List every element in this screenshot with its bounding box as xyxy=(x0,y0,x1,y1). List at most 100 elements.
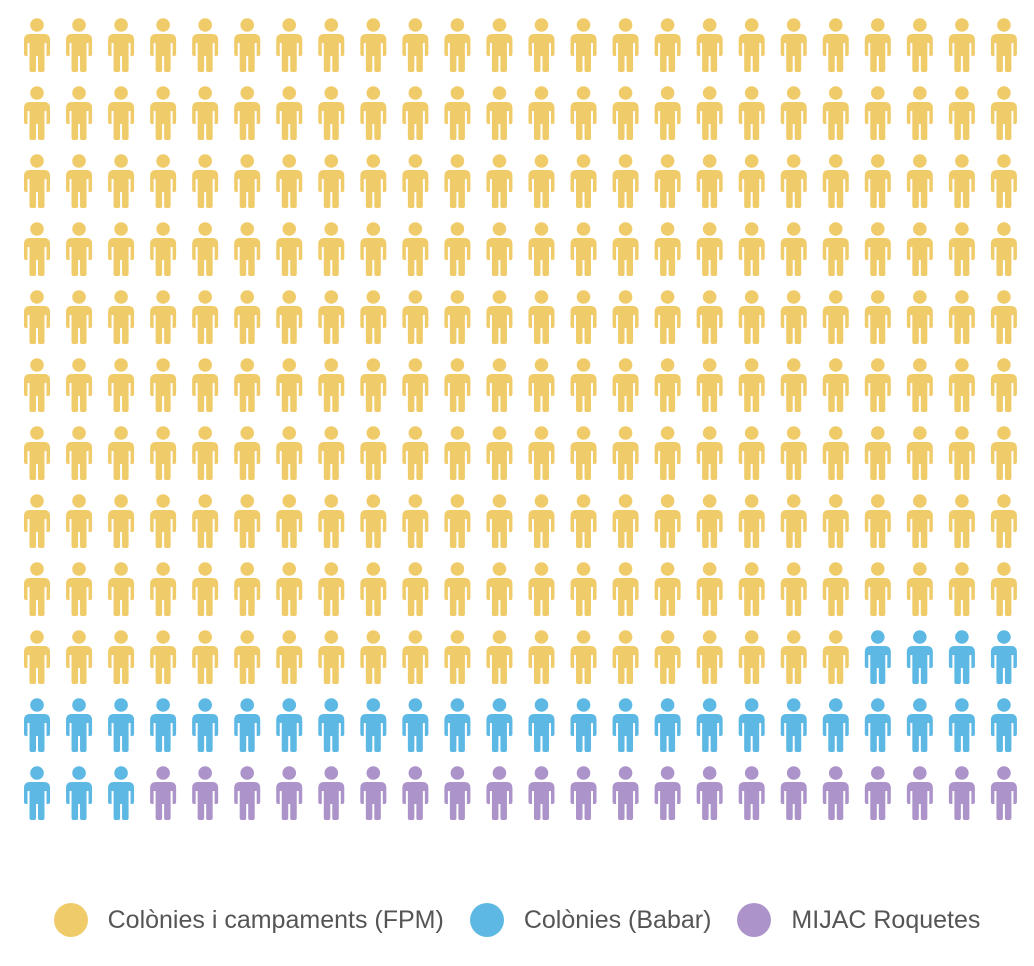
person-icon-babar xyxy=(864,698,891,752)
person-icon-fpm xyxy=(276,290,303,344)
person-icon-mijac xyxy=(276,766,303,820)
person-icon-fpm xyxy=(822,86,849,140)
person-icon-fpm xyxy=(486,222,513,276)
person-icon-fpm xyxy=(696,494,723,548)
person-icon-fpm xyxy=(318,494,345,548)
person-icon-fpm xyxy=(318,630,345,684)
person-icon-fpm xyxy=(654,630,681,684)
person-icon-fpm xyxy=(906,494,933,548)
person-icon-mijac xyxy=(612,766,639,820)
person-icon-fpm xyxy=(234,494,261,548)
person-icon-fpm xyxy=(444,222,471,276)
person-icon-fpm xyxy=(612,222,639,276)
person-icon-fpm xyxy=(654,494,681,548)
person-icon-fpm xyxy=(276,154,303,208)
person-icon-fpm xyxy=(402,494,429,548)
person-icon-fpm xyxy=(780,358,807,412)
person-icon-babar xyxy=(24,698,50,752)
person-icon-fpm xyxy=(822,222,849,276)
person-icon-fpm xyxy=(948,154,975,208)
legend-swatch xyxy=(737,903,772,937)
person-icon-fpm xyxy=(402,222,429,276)
person-icon-fpm xyxy=(24,358,50,412)
person-icon-fpm xyxy=(528,154,555,208)
legend-item-mijac[interactable]: MIJAC Roquetes xyxy=(737,903,980,937)
person-icon-babar xyxy=(402,698,429,752)
person-icon-fpm xyxy=(906,18,933,72)
legend-item-fpm[interactable]: Colònies i campaments (FPM) xyxy=(53,903,444,937)
person-icon-fpm xyxy=(738,290,765,344)
person-icon-fpm xyxy=(612,290,639,344)
person-icon-fpm xyxy=(738,630,765,684)
person-icon-fpm xyxy=(108,494,135,548)
person-icon-fpm xyxy=(150,222,177,276)
person-icon-fpm xyxy=(948,358,975,412)
person-icon-fpm xyxy=(318,562,345,616)
person-icon-fpm xyxy=(486,290,513,344)
person-icon-fpm xyxy=(444,86,471,140)
person-icon-fpm xyxy=(696,86,723,140)
person-icon-babar xyxy=(486,698,513,752)
person-icon-fpm xyxy=(234,290,261,344)
person-icon-fpm xyxy=(108,358,135,412)
person-icon-fpm xyxy=(780,154,807,208)
person-icon-fpm xyxy=(948,562,975,616)
person-icon-fpm xyxy=(234,154,261,208)
person-icon-fpm xyxy=(276,630,303,684)
person-icon-fpm xyxy=(780,494,807,548)
person-icon-fpm xyxy=(360,290,387,344)
person-icon-fpm xyxy=(990,494,1017,548)
person-icon-fpm xyxy=(906,358,933,412)
person-icon-fpm xyxy=(864,358,891,412)
person-icon-fpm xyxy=(444,154,471,208)
person-icon-babar xyxy=(66,766,93,820)
person-icon-fpm xyxy=(192,154,219,208)
person-icon-mijac xyxy=(360,766,387,820)
person-icon-fpm xyxy=(696,18,723,72)
person-icon-babar xyxy=(108,698,135,752)
person-icon-babar xyxy=(528,698,555,752)
person-icon-fpm xyxy=(402,358,429,412)
person-icon-fpm xyxy=(360,562,387,616)
person-icon-fpm xyxy=(990,290,1017,344)
person-icon-fpm xyxy=(486,562,513,616)
person-icon-fpm xyxy=(318,18,345,72)
person-icon-fpm xyxy=(234,426,261,480)
person-icon-fpm xyxy=(738,494,765,548)
person-icon-fpm xyxy=(612,426,639,480)
person-icon-fpm xyxy=(150,18,177,72)
person-icon-fpm xyxy=(486,358,513,412)
person-icon-fpm xyxy=(696,222,723,276)
legend-item-babar[interactable]: Colònies (Babar) xyxy=(469,903,712,937)
person-icon-fpm xyxy=(570,154,597,208)
person-icon-fpm xyxy=(948,222,975,276)
person-icon-mijac xyxy=(402,766,429,820)
person-icon-fpm xyxy=(150,630,177,684)
person-icon-babar xyxy=(444,698,471,752)
person-icon-fpm xyxy=(906,426,933,480)
person-icon-babar xyxy=(612,698,639,752)
person-icon-fpm xyxy=(612,86,639,140)
person-icon-fpm xyxy=(822,494,849,548)
legend-label: Colònies (Babar) xyxy=(523,905,712,934)
person-icon-fpm xyxy=(780,86,807,140)
person-icon-babar xyxy=(948,630,975,684)
person-icon-mijac xyxy=(822,766,849,820)
legend-swatch xyxy=(469,903,504,937)
person-icon-fpm xyxy=(822,358,849,412)
person-icon-fpm xyxy=(486,494,513,548)
person-icon-fpm xyxy=(570,222,597,276)
person-icon-fpm xyxy=(276,426,303,480)
person-icon-fpm xyxy=(654,358,681,412)
person-icon-fpm xyxy=(486,630,513,684)
person-icon-babar xyxy=(990,698,1017,752)
person-icon-mijac xyxy=(738,766,765,820)
person-icon-fpm xyxy=(864,562,891,616)
person-icon-fpm xyxy=(780,290,807,344)
person-icon-fpm xyxy=(906,154,933,208)
person-icon-fpm xyxy=(864,18,891,72)
person-icon-fpm xyxy=(738,562,765,616)
person-icon-fpm xyxy=(150,358,177,412)
person-icon-babar xyxy=(990,630,1017,684)
person-icon-fpm xyxy=(654,222,681,276)
